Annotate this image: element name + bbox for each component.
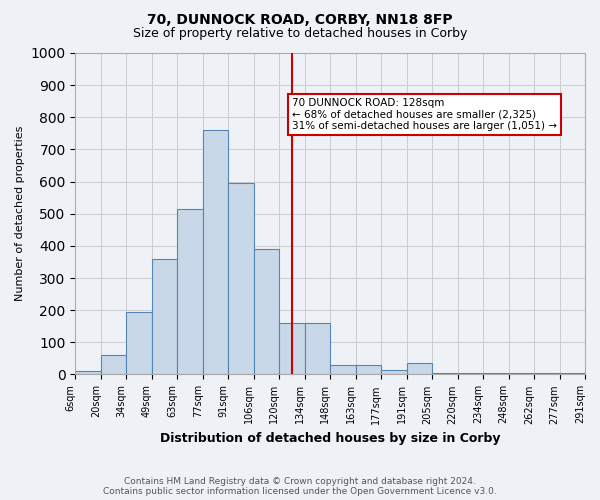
X-axis label: Distribution of detached houses by size in Corby: Distribution of detached houses by size …: [160, 432, 500, 445]
Bar: [101, 355, 127, 374]
Bar: [458, 373, 483, 374]
Bar: [534, 373, 560, 374]
Bar: [407, 363, 432, 374]
Bar: [483, 373, 509, 374]
Bar: [330, 365, 356, 374]
Text: Size of property relative to detached houses in Corby: Size of property relative to detached ho…: [133, 28, 467, 40]
Bar: [381, 370, 407, 374]
Bar: [432, 373, 458, 374]
Bar: [560, 373, 585, 374]
Y-axis label: Number of detached properties: Number of detached properties: [15, 126, 25, 302]
Bar: [254, 249, 279, 374]
Bar: [178, 209, 203, 374]
Text: 70, DUNNOCK ROAD, CORBY, NN18 8FP: 70, DUNNOCK ROAD, CORBY, NN18 8FP: [147, 12, 453, 26]
Text: Contains public sector information licensed under the Open Government Licence v3: Contains public sector information licen…: [103, 487, 497, 496]
Bar: [76, 371, 101, 374]
Bar: [228, 183, 254, 374]
Bar: [356, 365, 381, 374]
Bar: [152, 258, 178, 374]
Bar: [509, 373, 534, 374]
Text: Contains HM Land Registry data © Crown copyright and database right 2024.: Contains HM Land Registry data © Crown c…: [124, 477, 476, 486]
Bar: [127, 312, 152, 374]
Bar: [203, 130, 228, 374]
Text: 70 DUNNOCK ROAD: 128sqm
← 68% of detached houses are smaller (2,325)
31% of semi: 70 DUNNOCK ROAD: 128sqm ← 68% of detache…: [292, 98, 557, 131]
Bar: [279, 323, 305, 374]
Bar: [305, 323, 330, 374]
